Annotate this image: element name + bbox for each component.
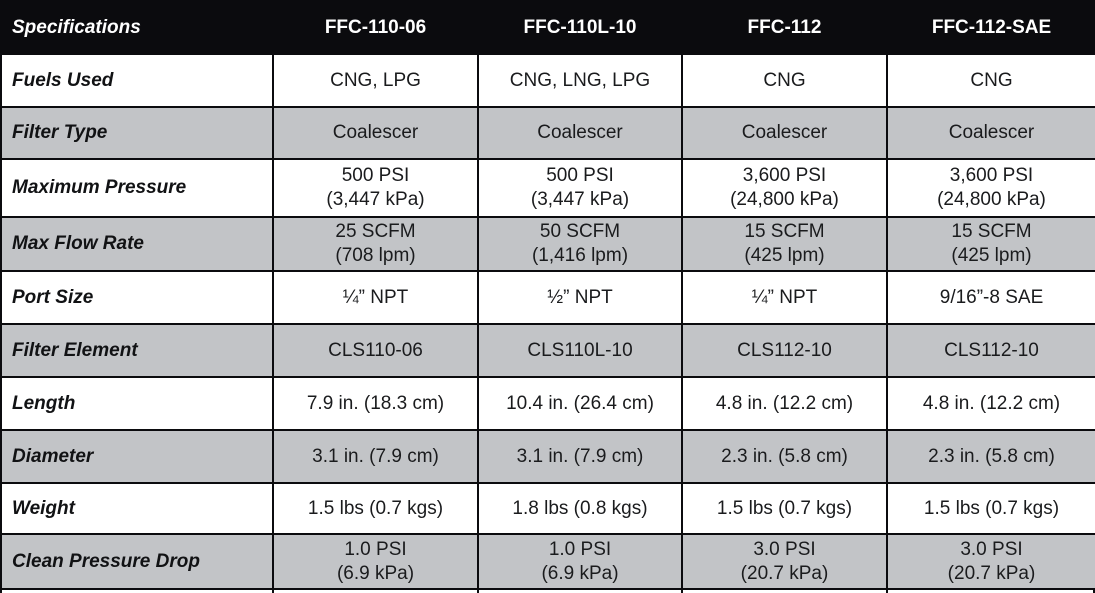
spec-value-cell: 4.8 in. (12.2 cm) [681, 376, 888, 431]
spec-value-cell: Coalescer [477, 106, 683, 160]
spec-value-cell: 15 SCFM (425 lpm) [681, 216, 888, 272]
spec-value-cell: 50 SCFM (1,416 lpm) [477, 216, 683, 272]
spec-value-cell: Coalescer [886, 106, 1095, 160]
spec-value-cell: 1.5 lbs (0.7 kgs) [681, 482, 888, 535]
spec-value-cell: 3.1 in. (7.9 cm) [477, 429, 683, 484]
spec-value-cell: 4.8 in. (12.2 cm) [886, 376, 1095, 431]
spec-value-cell: CLS110-06 [272, 323, 479, 378]
spec-value-cell: CLS112-10 [886, 323, 1095, 378]
column-header-specifications: Specifications [0, 0, 274, 55]
column-divider [272, 590, 274, 593]
spec-value-cell: 9/16”-8 SAE [886, 270, 1095, 325]
spec-value-cell: 1.5 lbs (0.7 kgs) [272, 482, 479, 535]
row-label-weight: Weight [0, 482, 274, 535]
spec-row-maximum-pressure: Maximum Pressure 500 PSI (3,447 kPa) 500… [0, 158, 1095, 218]
spec-value-cell: 1.5 lbs (0.7 kgs) [886, 482, 1095, 535]
column-header-ffc-110-06: FFC-110-06 [272, 0, 479, 55]
row-label-maximum-pressure: Maximum Pressure [0, 158, 274, 218]
spec-value-cell: ¼” NPT [681, 270, 888, 325]
spec-value-cell: 10.4 in. (26.4 cm) [477, 376, 683, 431]
row-label-fuels-used: Fuels Used [0, 53, 274, 108]
spec-value-cell: 1.8 lbs (0.8 kgs) [477, 482, 683, 535]
spec-row-fuels-used: Fuels Used CNG, LPG CNG, LNG, LPG CNG CN… [0, 53, 1095, 108]
spec-value-cell: Coalescer [681, 106, 888, 160]
spec-value-cell: CNG, LPG [272, 53, 479, 108]
spec-row-port-size: Port Size ¼” NPT ½” NPT ¼” NPT 9/16”-8 S… [0, 270, 1095, 325]
spec-value-cell: 15 SCFM (425 lpm) [886, 216, 1095, 272]
column-header-ffc-112-sae: FFC-112-SAE [886, 0, 1095, 55]
table-header-row: Specifications FFC-110-06 FFC-110L-10 FF… [0, 0, 1095, 55]
spec-row-clean-pressure-drop: Clean Pressure Drop 1.0 PSI (6.9 kPa) 1.… [0, 533, 1095, 590]
spec-row-diameter: Diameter 3.1 in. (7.9 cm) 3.1 in. (7.9 c… [0, 429, 1095, 484]
spec-value-cell: 3,600 PSI (24,800 kPa) [886, 158, 1095, 218]
spec-value-cell: CLS110L-10 [477, 323, 683, 378]
row-label-max-flow-rate: Max Flow Rate [0, 216, 274, 272]
spec-value-cell: 3.0 PSI (20.7 kPa) [886, 533, 1095, 590]
spec-value-cell: ½” NPT [477, 270, 683, 325]
spec-value-cell: CNG, LNG, LPG [477, 53, 683, 108]
column-divider [681, 590, 683, 593]
column-divider [477, 590, 479, 593]
spec-row-length: Length 7.9 in. (18.3 cm) 10.4 in. (26.4 … [0, 376, 1095, 431]
row-label-filter-type: Filter Type [0, 106, 274, 160]
spec-value-cell: ¼” NPT [272, 270, 479, 325]
column-divider [886, 590, 888, 593]
spec-value-cell: CLS112-10 [681, 323, 888, 378]
spec-value-cell: 3.0 PSI (20.7 kPa) [681, 533, 888, 590]
spec-value-cell: 3.1 in. (7.9 cm) [272, 429, 479, 484]
spec-row-max-flow-rate: Max Flow Rate 25 SCFM (708 lpm) 50 SCFM … [0, 216, 1095, 272]
spec-row-filter-type: Filter Type Coalescer Coalescer Coalesce… [0, 106, 1095, 160]
row-label-port-size: Port Size [0, 270, 274, 325]
column-header-ffc-110l-10: FFC-110L-10 [477, 0, 683, 55]
spec-row-filter-element: Filter Element CLS110-06 CLS110L-10 CLS1… [0, 323, 1095, 378]
spec-value-cell: 500 PSI (3,447 kPa) [272, 158, 479, 218]
row-label-clean-pressure-drop: Clean Pressure Drop [0, 533, 274, 590]
spec-value-cell: CNG [681, 53, 888, 108]
row-label-length: Length [0, 376, 274, 431]
spec-value-cell: 1.0 PSI (6.9 kPa) [477, 533, 683, 590]
row-label-filter-element: Filter Element [0, 323, 274, 378]
spec-row-weight: Weight 1.5 lbs (0.7 kgs) 1.8 lbs (0.8 kg… [0, 482, 1095, 535]
spec-value-cell: 2.3 in. (5.8 cm) [681, 429, 888, 484]
row-label-diameter: Diameter [0, 429, 274, 484]
spec-value-cell: 3,600 PSI (24,800 kPa) [681, 158, 888, 218]
column-header-ffc-112: FFC-112 [681, 0, 888, 55]
spec-value-cell: CNG [886, 53, 1095, 108]
spec-value-cell: 500 PSI (3,447 kPa) [477, 158, 683, 218]
next-row-cutoff-sliver [0, 590, 1095, 593]
spec-value-cell: Coalescer [272, 106, 479, 160]
spec-value-cell: 1.0 PSI (6.9 kPa) [272, 533, 479, 590]
spec-value-cell: 25 SCFM (708 lpm) [272, 216, 479, 272]
spec-value-cell: 7.9 in. (18.3 cm) [272, 376, 479, 431]
spec-value-cell: 2.3 in. (5.8 cm) [886, 429, 1095, 484]
